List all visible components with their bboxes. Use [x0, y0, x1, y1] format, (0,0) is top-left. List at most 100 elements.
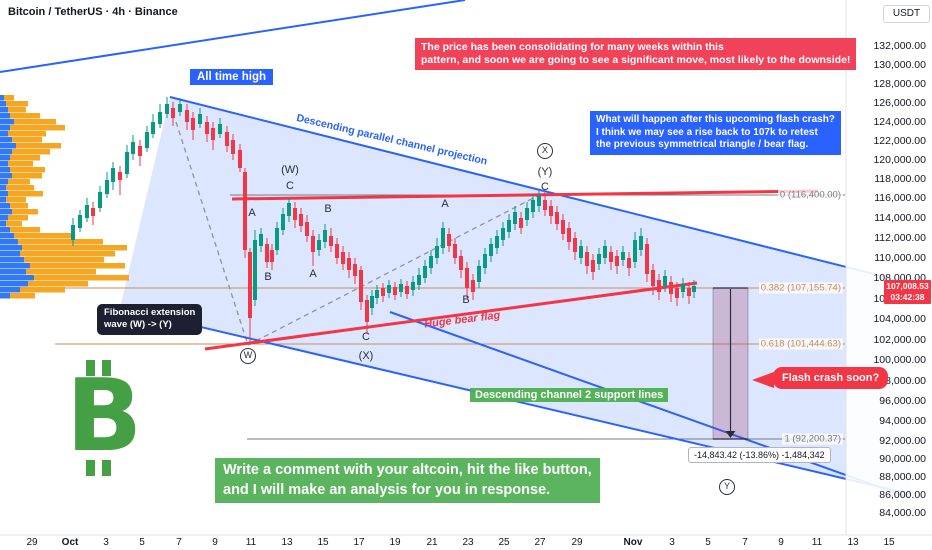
candlestick	[270, 250, 274, 262]
date-tick-label: 3	[103, 537, 109, 548]
price-tick-label: 100,000.00	[873, 354, 926, 366]
candlestick	[111, 168, 115, 182]
note-text-line: Fibonacci extension	[104, 307, 196, 318]
candlestick	[387, 285, 391, 293]
wave-label-w: (W)	[281, 164, 299, 176]
candlestick	[393, 287, 397, 295]
candlestick	[259, 234, 263, 246]
date-tick-label: 9	[778, 537, 784, 548]
candlestick	[423, 266, 427, 278]
volume-profile-bar	[0, 287, 65, 293]
all-time-high-label[interactable]: All time high	[190, 69, 273, 85]
candlestick	[299, 214, 303, 226]
volume-profile-bar	[0, 179, 30, 185]
wave-label-a: A	[441, 198, 449, 210]
flash-crash-callout[interactable]: Flash crash soon?	[773, 367, 889, 389]
candlestick	[238, 150, 242, 168]
last-price-value: 107,008.53	[886, 281, 929, 291]
volume-profile-bar	[0, 173, 12, 179]
candlestick	[471, 280, 475, 292]
trend-line	[204, 281, 698, 351]
volume-profile-bar	[0, 197, 6, 203]
candlestick	[513, 212, 517, 224]
candlestick	[675, 288, 679, 298]
date-tick-label: 5	[139, 537, 145, 548]
fib-extension-note[interactable]: Fibonacci extension wave (W) -> (Y)	[97, 304, 203, 335]
wave-label-b: B	[264, 271, 272, 283]
callout-text-line: What will happen after this upcoming fla…	[596, 114, 835, 125]
candlestick	[555, 212, 559, 224]
candlestick	[370, 296, 374, 308]
symbol-title[interactable]: Bitcoin / TetherUS · 4h · Binance	[8, 6, 178, 18]
candlestick	[489, 244, 493, 256]
candlestick	[293, 208, 297, 220]
candlestick	[335, 244, 339, 258]
candlestick	[615, 256, 619, 266]
volume-profile-bar	[0, 137, 42, 143]
wave-label-c: C	[362, 331, 370, 343]
bitcoin-logo-prong	[102, 360, 111, 376]
volume-profile-bar	[0, 281, 28, 287]
wave-label-a: A	[309, 268, 317, 280]
flash-crash-callout-arrow	[752, 372, 774, 388]
volume-profile-bar	[0, 101, 6, 107]
callout-text-line: I think we may see a rise back to 107k t…	[596, 126, 818, 138]
flash-crash-question-callout[interactable]: What will happen after this upcoming fla…	[590, 111, 841, 155]
candlestick	[669, 282, 673, 294]
candlestick	[417, 275, 421, 285]
fib-level-label: 0 (116,400.00)	[777, 189, 843, 201]
volume-profile-bar	[0, 95, 4, 101]
candle-countdown: 03:42:38	[890, 292, 925, 303]
wave-label-a: A	[248, 207, 256, 219]
candlestick	[597, 254, 601, 264]
price-tick-label: 110,000.00	[874, 252, 926, 264]
price-tick-label: 92,000.00	[879, 435, 926, 447]
price-tick-label: 94,000.00	[879, 415, 926, 427]
volume-profile-bar	[0, 191, 8, 197]
price-tick-label: 102,000.00	[873, 334, 926, 346]
candlestick	[657, 280, 661, 292]
trend-line	[389, 311, 911, 499]
candlestick	[365, 300, 369, 322]
date-tick-label: 3	[669, 537, 675, 548]
price-tick-label: 124,000.00	[873, 116, 926, 128]
date-tick-label: 15	[883, 537, 895, 548]
note-text-line: wave (W) -> (Y)	[104, 319, 172, 331]
volume-profile-bar	[0, 251, 20, 257]
price-tick-label: 96,000.00	[879, 395, 926, 407]
currency-toggle-button[interactable]: USDT	[883, 5, 930, 23]
candlestick	[645, 244, 649, 274]
candlestick	[158, 112, 162, 124]
volume-profile-bar	[0, 221, 22, 227]
price-tick-label: 118,000.00	[874, 173, 926, 185]
volume-profile-bar	[0, 257, 24, 263]
candlestick	[549, 206, 553, 216]
volume-profile-bar	[0, 143, 16, 149]
candlestick	[138, 146, 142, 156]
candlestick	[281, 214, 285, 230]
candlestick	[118, 172, 122, 180]
price-tick-label: 114,000.00	[874, 212, 926, 224]
support-lines-label[interactable]: Descending channel 2 support lines	[470, 388, 669, 402]
candlestick	[435, 246, 439, 258]
candlestick	[651, 270, 655, 286]
candlestick	[359, 270, 363, 302]
comment-cta-label[interactable]: Write a comment with your altcoin, hit t…	[215, 458, 600, 504]
trend-line	[169, 96, 911, 284]
volume-profile-bar	[0, 233, 14, 239]
candlestick	[453, 244, 457, 258]
date-tick-label: 5	[705, 537, 711, 548]
volume-profile-bar	[0, 203, 10, 209]
wave-label-y: Y	[719, 479, 735, 495]
candlestick	[567, 228, 571, 242]
candlestick	[681, 284, 685, 292]
candlestick	[205, 122, 209, 134]
volume-profile-bar	[0, 167, 45, 173]
volume-profile-bar	[0, 185, 34, 191]
candlestick	[131, 142, 135, 154]
candlestick	[531, 200, 535, 212]
volume-profile-bar	[0, 245, 22, 251]
consolidation-note-callout[interactable]: The price has been consolidating for man…	[415, 38, 857, 71]
wave-label-w: W	[240, 348, 256, 364]
